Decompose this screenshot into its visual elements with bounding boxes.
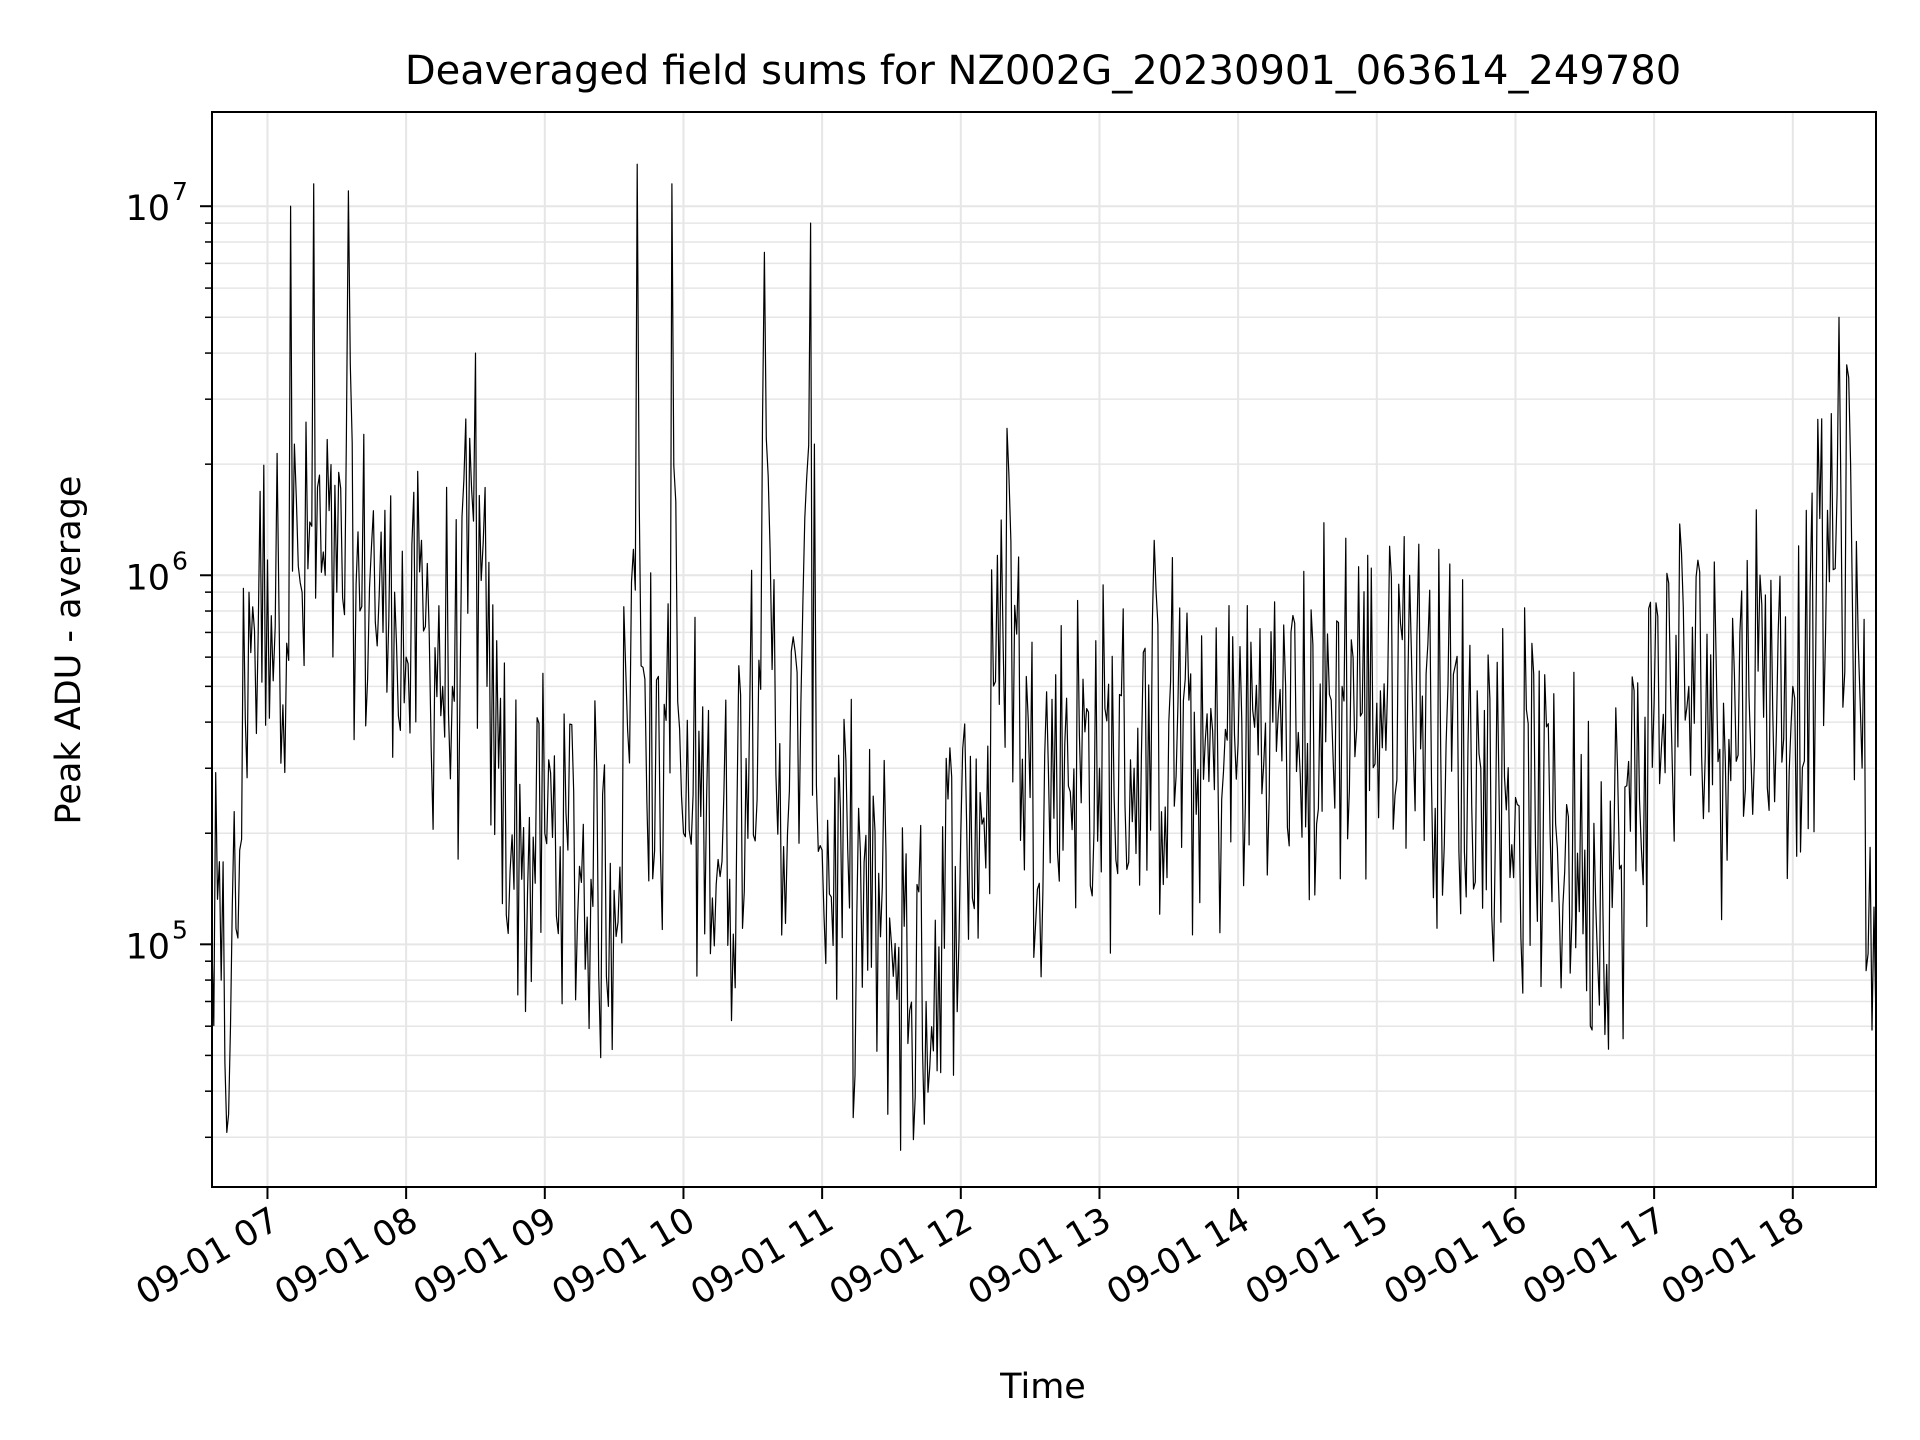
y-tick-label-exponent: 5 <box>172 915 188 944</box>
y-tick-label-exponent: 7 <box>172 177 188 206</box>
y-tick-label: 10 <box>125 558 170 598</box>
y-tick-label: 10 <box>125 927 170 967</box>
data-series <box>211 163 1877 1151</box>
series-line <box>211 163 1877 1151</box>
plot-area-frame <box>211 111 1877 1188</box>
x-axis-label: Time <box>999 1367 1086 1407</box>
grid <box>212 112 1876 1187</box>
y-axis-label: Peak ADU - average <box>49 476 89 825</box>
chart-title: Deaveraged field sums for NZ002G_2023090… <box>405 48 1681 94</box>
y-tick-label-exponent: 6 <box>172 546 188 575</box>
y-tick-label: 10 <box>125 189 170 229</box>
